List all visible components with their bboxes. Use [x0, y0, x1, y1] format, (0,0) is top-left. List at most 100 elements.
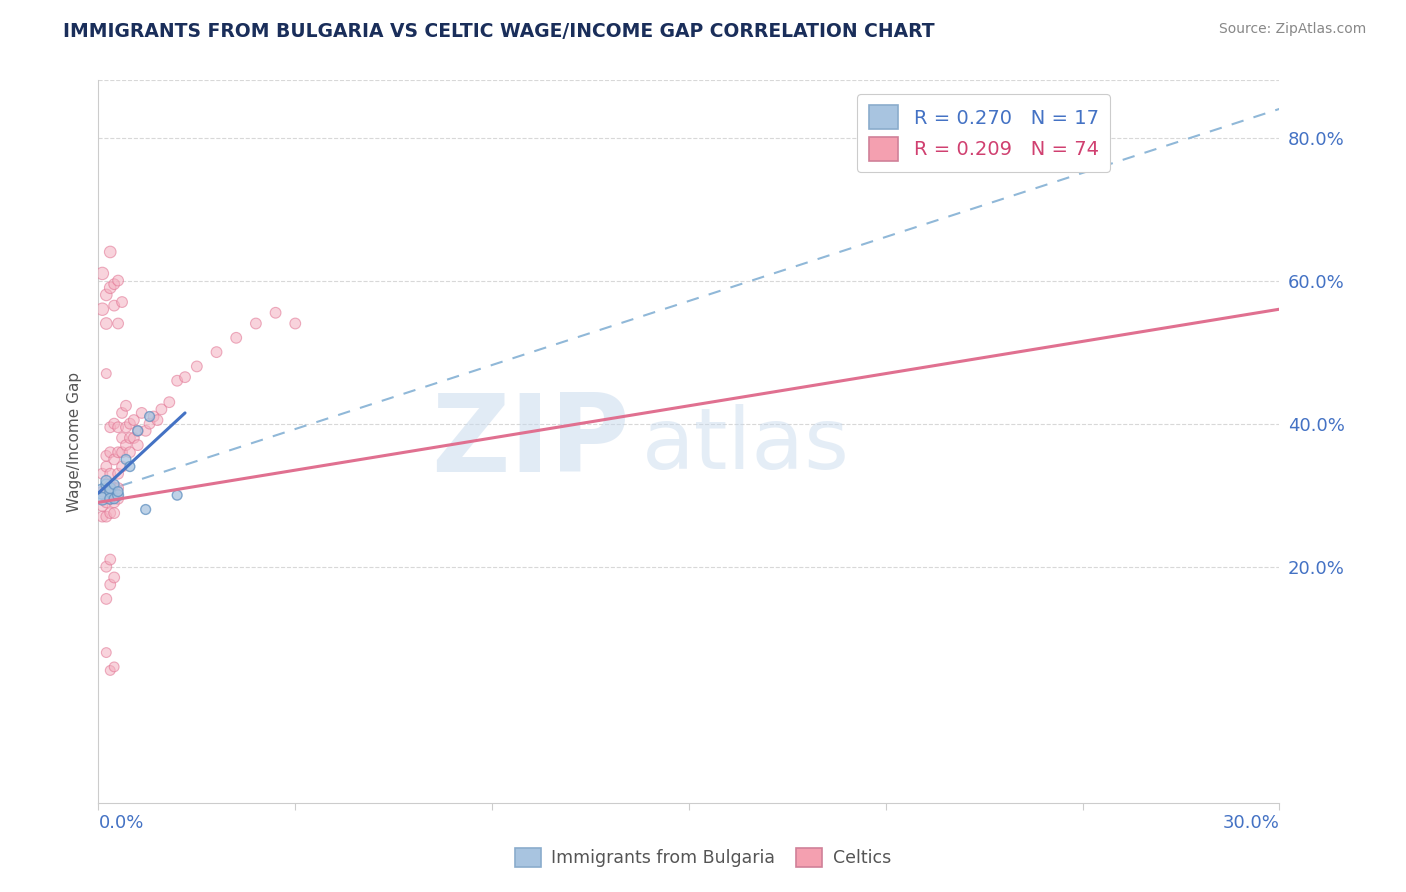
Point	[98, 491, 121, 506]
Point	[96, 317, 118, 331]
Point	[107, 467, 129, 481]
Point	[98, 484, 121, 499]
Point	[115, 420, 138, 434]
Point	[98, 552, 121, 566]
Point	[118, 417, 141, 431]
Point	[225, 331, 247, 345]
Point	[107, 491, 129, 506]
Point	[96, 288, 118, 302]
Point	[96, 646, 118, 660]
Point	[103, 299, 125, 313]
Point	[127, 438, 149, 452]
Point	[111, 445, 134, 459]
Point	[118, 445, 141, 459]
Point	[98, 481, 121, 495]
Point	[98, 477, 121, 491]
Point	[103, 452, 125, 467]
Point	[118, 459, 141, 474]
Point	[98, 506, 121, 520]
Point	[96, 495, 118, 509]
Point	[264, 306, 287, 320]
Point	[103, 570, 125, 584]
Point	[150, 402, 173, 417]
Point	[96, 477, 118, 491]
Legend: R = 0.270   N = 17, R = 0.209   N = 74: R = 0.270 N = 17, R = 0.209 N = 74	[858, 94, 1111, 172]
Point	[174, 370, 197, 384]
Point	[142, 409, 165, 424]
Point	[205, 345, 228, 359]
Point	[122, 431, 145, 445]
Point	[135, 502, 157, 516]
Point	[103, 506, 125, 520]
Point	[103, 491, 125, 506]
Point	[103, 477, 125, 491]
Point	[186, 359, 208, 374]
Text: ZIP: ZIP	[432, 389, 630, 494]
Point	[91, 509, 114, 524]
Point	[98, 664, 121, 678]
Point	[96, 449, 118, 463]
Point	[135, 424, 157, 438]
Point	[107, 445, 129, 459]
Y-axis label: Wage/Income Gap: Wage/Income Gap	[67, 371, 83, 512]
Point	[107, 274, 129, 288]
Point	[146, 413, 169, 427]
Point	[91, 484, 114, 499]
Point	[96, 481, 118, 495]
Point	[98, 491, 121, 506]
Text: 0.0%: 0.0%	[98, 814, 143, 831]
Point	[91, 467, 114, 481]
Text: atlas: atlas	[641, 404, 849, 487]
Point	[107, 317, 129, 331]
Point	[157, 395, 180, 409]
Point	[98, 420, 121, 434]
Point	[118, 431, 141, 445]
Point	[127, 424, 149, 438]
Point	[245, 317, 267, 331]
Point	[103, 481, 125, 495]
Point	[103, 495, 125, 509]
Point	[122, 413, 145, 427]
Point	[96, 591, 118, 606]
Point	[138, 417, 160, 431]
Point	[103, 277, 125, 292]
Point	[98, 577, 121, 591]
Point	[107, 420, 129, 434]
Legend: Immigrants from Bulgaria, Celtics: Immigrants from Bulgaria, Celtics	[508, 841, 898, 874]
Point	[115, 438, 138, 452]
Point	[107, 488, 129, 502]
Point	[96, 459, 118, 474]
Point	[166, 374, 188, 388]
Point	[166, 488, 188, 502]
Point	[96, 474, 118, 488]
Point	[111, 406, 134, 420]
Point	[107, 481, 129, 495]
Point	[91, 302, 114, 317]
Point	[98, 244, 121, 259]
Point	[131, 406, 153, 420]
Text: Source: ZipAtlas.com: Source: ZipAtlas.com	[1219, 22, 1367, 37]
Point	[96, 559, 118, 574]
Point	[91, 267, 114, 281]
Point	[103, 660, 125, 674]
Point	[96, 509, 118, 524]
Point	[98, 281, 121, 295]
Point	[91, 499, 114, 513]
Point	[111, 459, 134, 474]
Point	[111, 431, 134, 445]
Text: 30.0%: 30.0%	[1223, 814, 1279, 831]
Point	[115, 399, 138, 413]
Point	[96, 367, 118, 381]
Point	[98, 445, 121, 459]
Point	[91, 484, 114, 499]
Point	[103, 417, 125, 431]
Point	[91, 491, 114, 506]
Point	[127, 424, 149, 438]
Point	[111, 295, 134, 310]
Point	[138, 409, 160, 424]
Point	[284, 317, 307, 331]
Point	[98, 467, 121, 481]
Point	[115, 452, 138, 467]
Text: IMMIGRANTS FROM BULGARIA VS CELTIC WAGE/INCOME GAP CORRELATION CHART: IMMIGRANTS FROM BULGARIA VS CELTIC WAGE/…	[63, 22, 935, 41]
Point	[107, 484, 129, 499]
